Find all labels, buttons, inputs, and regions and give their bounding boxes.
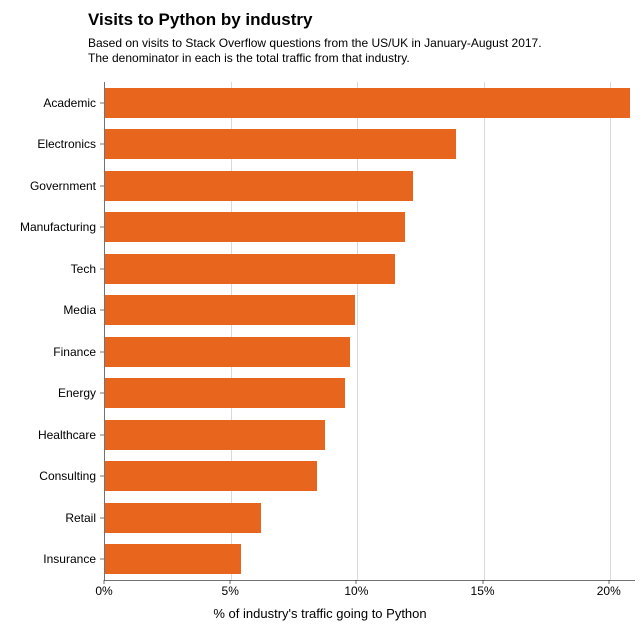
y-tick-label: Insurance — [0, 552, 96, 566]
y-tick-mark — [100, 351, 104, 352]
bar — [105, 420, 325, 450]
y-tick-mark — [100, 227, 104, 228]
y-tick-mark — [100, 517, 104, 518]
bar — [105, 295, 355, 325]
bar — [105, 544, 241, 574]
y-tick-label: Academic — [0, 96, 96, 110]
x-tick-label: 5% — [222, 584, 239, 598]
plot-area — [104, 82, 635, 581]
y-tick-label: Finance — [0, 345, 96, 359]
y-tick-label: Healthcare — [0, 428, 96, 442]
y-tick-label: Electronics — [0, 137, 96, 151]
x-tick-label: 0% — [95, 584, 112, 598]
bar — [105, 129, 456, 159]
bar — [105, 254, 395, 284]
chart-title: Visits to Python by industry — [88, 10, 313, 30]
bar — [105, 337, 350, 367]
y-tick-mark — [100, 268, 104, 269]
y-tick-mark — [100, 476, 104, 477]
y-tick-label: Retail — [0, 511, 96, 525]
y-tick-label: Consulting — [0, 469, 96, 483]
python-visits-chart: Visits to Python by industry Based on vi… — [0, 0, 640, 640]
y-tick-label: Manufacturing — [0, 220, 96, 234]
x-tick-mark — [104, 580, 105, 584]
x-tick-mark — [482, 580, 483, 584]
y-tick-mark — [100, 102, 104, 103]
chart-subtitle: Based on visits to Stack Overflow questi… — [88, 36, 542, 66]
y-tick-mark — [100, 310, 104, 311]
y-tick-mark — [100, 185, 104, 186]
y-tick-label: Tech — [0, 262, 96, 276]
x-tick-mark — [608, 580, 609, 584]
x-tick-mark — [356, 580, 357, 584]
bar — [105, 171, 413, 201]
bar — [105, 378, 345, 408]
y-tick-label: Energy — [0, 386, 96, 400]
y-tick-mark — [100, 559, 104, 560]
y-tick-mark — [100, 393, 104, 394]
bar — [105, 88, 630, 118]
bar — [105, 461, 317, 491]
y-tick-label: Media — [0, 303, 96, 317]
x-tick-label: 10% — [344, 584, 368, 598]
bars-layer — [105, 82, 635, 580]
x-tick-label: 20% — [597, 584, 621, 598]
y-tick-label: Government — [0, 179, 96, 193]
x-tick-label: 15% — [471, 584, 495, 598]
y-tick-mark — [100, 434, 104, 435]
y-tick-mark — [100, 144, 104, 145]
x-tick-mark — [230, 580, 231, 584]
x-axis-title: % of industry's traffic going to Python — [0, 606, 640, 621]
bar — [105, 212, 405, 242]
bar — [105, 503, 261, 533]
